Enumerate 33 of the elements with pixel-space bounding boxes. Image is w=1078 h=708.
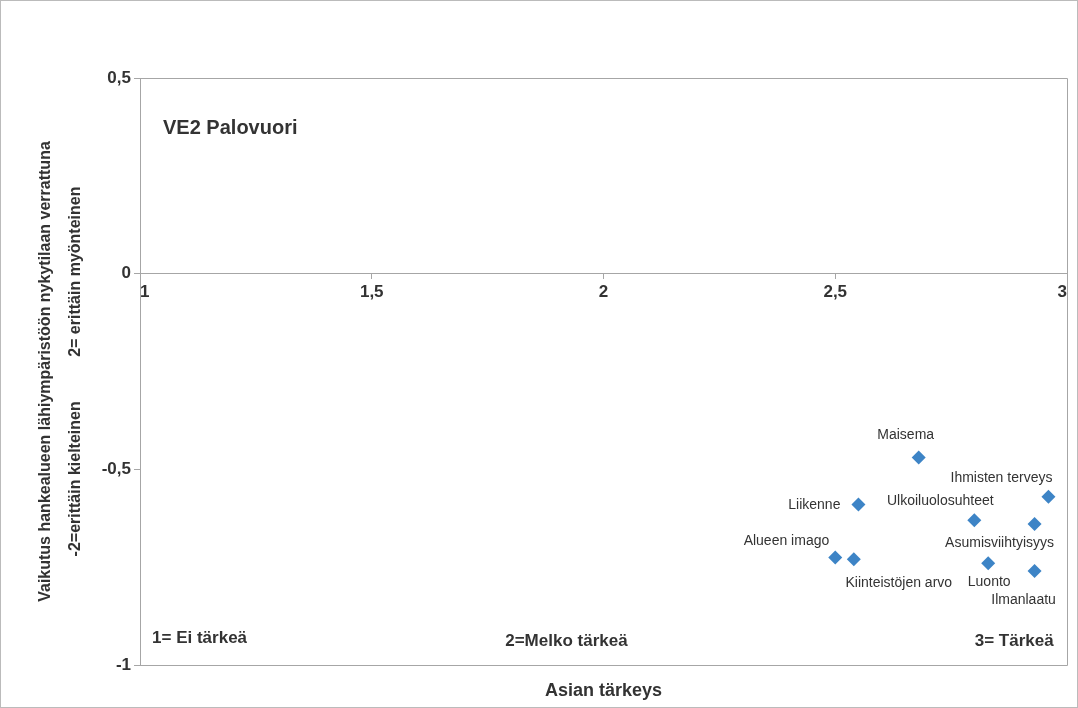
y-tick-label: -0,5 bbox=[101, 459, 131, 479]
x-tick-label: 1 bbox=[140, 281, 150, 301]
y-tick-label: 0 bbox=[121, 263, 131, 283]
x-tick-label: 3 bbox=[1057, 281, 1067, 301]
annotation: 2=Melko tärkeä bbox=[505, 631, 629, 651]
point bbox=[911, 450, 926, 465]
point bbox=[1027, 517, 1042, 532]
annotation: Kiinteistöjen arvo bbox=[845, 574, 953, 591]
y-axis-title: Vaikutus hankealueen lähiympäristöön nykytilaan verrattuna -2=erittäin kielteinen 2= erittäin myönteinen bbox=[36, 141, 84, 602]
annotation: Ihmisten terveys bbox=[950, 468, 1053, 485]
point bbox=[967, 513, 982, 528]
x-tick-label: 1,5 bbox=[359, 281, 384, 301]
x-tick-label: 2,5 bbox=[823, 281, 848, 301]
annotation: Alueen imago bbox=[743, 532, 830, 549]
annotation: Asumisviihtyisyys bbox=[945, 533, 1055, 550]
annotation: 3= Tärkeä bbox=[974, 631, 1055, 651]
point bbox=[981, 556, 996, 571]
annotation: Ulkoiluolosuhteet bbox=[886, 492, 994, 509]
annotation: 1= Ei tärkeä bbox=[152, 628, 248, 648]
annotation: Maisema bbox=[877, 426, 935, 443]
y-tick-label: -1 bbox=[115, 654, 131, 674]
point bbox=[828, 550, 843, 565]
annotation: Liikenne bbox=[788, 496, 841, 513]
y-tick-label: 0,5 bbox=[107, 67, 131, 87]
point bbox=[1027, 564, 1042, 579]
x-tick-label: 2 bbox=[598, 281, 609, 301]
point bbox=[846, 552, 861, 567]
point bbox=[1041, 489, 1056, 504]
x-axis-title: Asian tärkeys bbox=[544, 679, 663, 700]
annotation: Ilmanlaatu bbox=[991, 590, 1056, 607]
text: VE2 Palovuori bbox=[163, 115, 298, 138]
point bbox=[851, 497, 866, 512]
annotation: Luonto bbox=[967, 573, 1011, 590]
